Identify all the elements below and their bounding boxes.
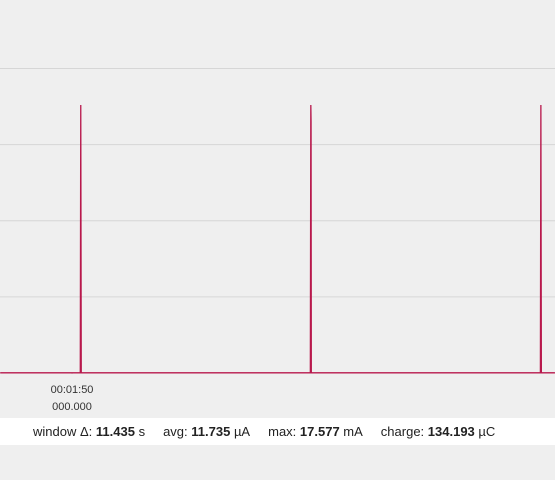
x-tick-sublabel: 000.000 xyxy=(52,401,92,413)
status-bar: window Δ: 11.435 s avg: 11.735 µA max: 17.… xyxy=(0,418,555,445)
status-value: 11.735 xyxy=(191,424,231,439)
status-value: 11.435 xyxy=(95,424,135,439)
status-unit: s xyxy=(138,424,146,439)
status-unit: mA xyxy=(343,424,363,439)
status-item: avg: 11.735 µA xyxy=(163,424,250,439)
chart: 00:01:50 000.000 xyxy=(0,68,555,413)
data-line xyxy=(0,105,555,374)
status-label: avg: xyxy=(163,424,188,439)
status-unit: µC xyxy=(478,424,496,439)
status-value: 134.193 xyxy=(427,424,475,439)
status-item: max: 17.577 mA xyxy=(268,424,363,439)
status-label: max: xyxy=(268,424,297,439)
status-label: window Δ: xyxy=(33,424,93,439)
status-item: window Δ: 11.435 s xyxy=(33,424,145,439)
status-label: charge: xyxy=(380,424,425,439)
status-item: charge: 134.193 µC xyxy=(381,424,496,439)
status-unit: µA xyxy=(233,424,251,439)
status-value: 17.577 xyxy=(299,424,340,439)
x-tick-label: 00:01:50 xyxy=(51,384,94,396)
